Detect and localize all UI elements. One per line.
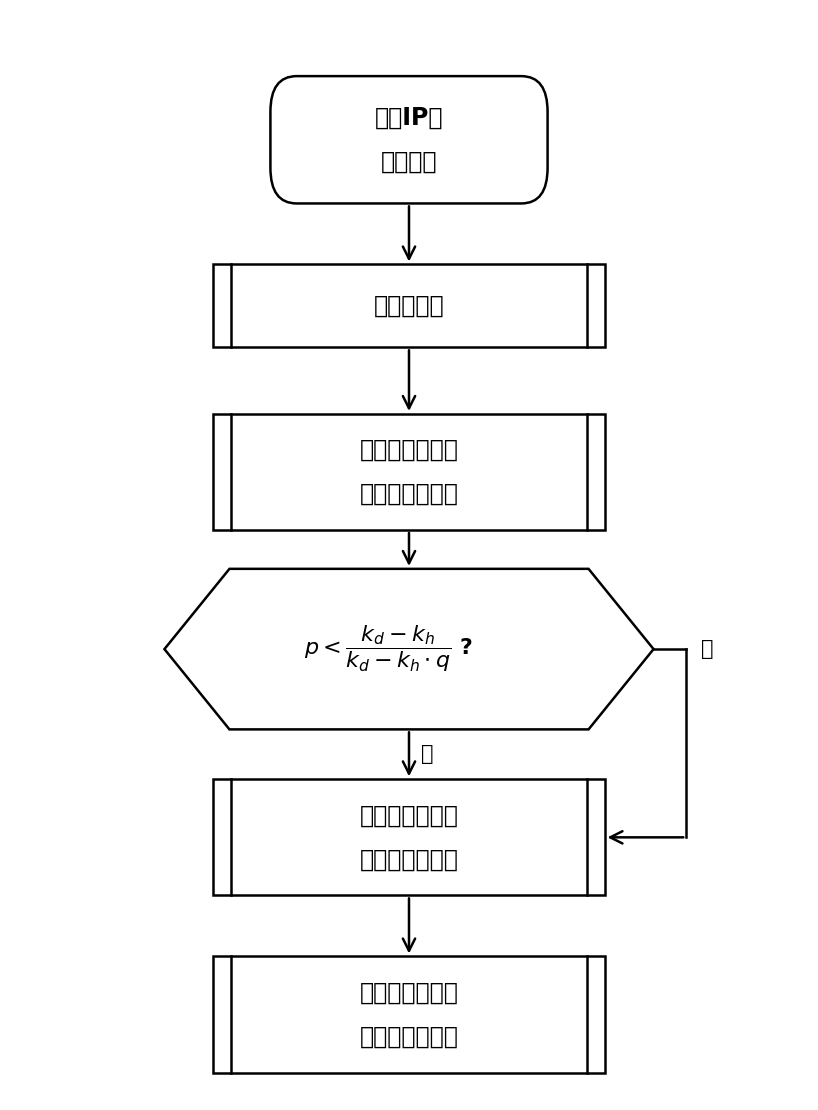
Text: 否: 否	[421, 745, 434, 765]
Bar	[213, 779, 605, 896]
Text: 入检错监督码元: 入检错监督码元	[360, 482, 458, 506]
Bar	[213, 264, 605, 347]
Text: $p < \dfrac{k_d - k_h}{k_d - k_h \cdot q}$ ?: $p < \dfrac{k_d - k_h}{k_d - k_h \cdot q…	[304, 624, 474, 675]
Text: 检错码编码器加: 检错码编码器加	[360, 437, 458, 462]
Polygon shape	[164, 568, 654, 729]
Text: 或门电路模块合: 或门电路模块合	[360, 980, 458, 1005]
Bar	[213, 957, 605, 1072]
Text: 智能IP块: 智能IP块	[375, 107, 443, 130]
FancyBboxPatch shape	[271, 77, 547, 203]
Text: 是: 是	[701, 639, 713, 659]
Text: 纠错码编码器加: 纠错码编码器加	[360, 804, 458, 827]
Text: 数据输入: 数据输入	[380, 150, 438, 173]
Text: 成后送往路由器: 成后送往路由器	[360, 1025, 458, 1049]
Bar	[213, 414, 605, 531]
Text: 打包器打包: 打包器打包	[374, 294, 444, 317]
Text: 入纠错监督码元: 入纠错监督码元	[360, 847, 458, 871]
